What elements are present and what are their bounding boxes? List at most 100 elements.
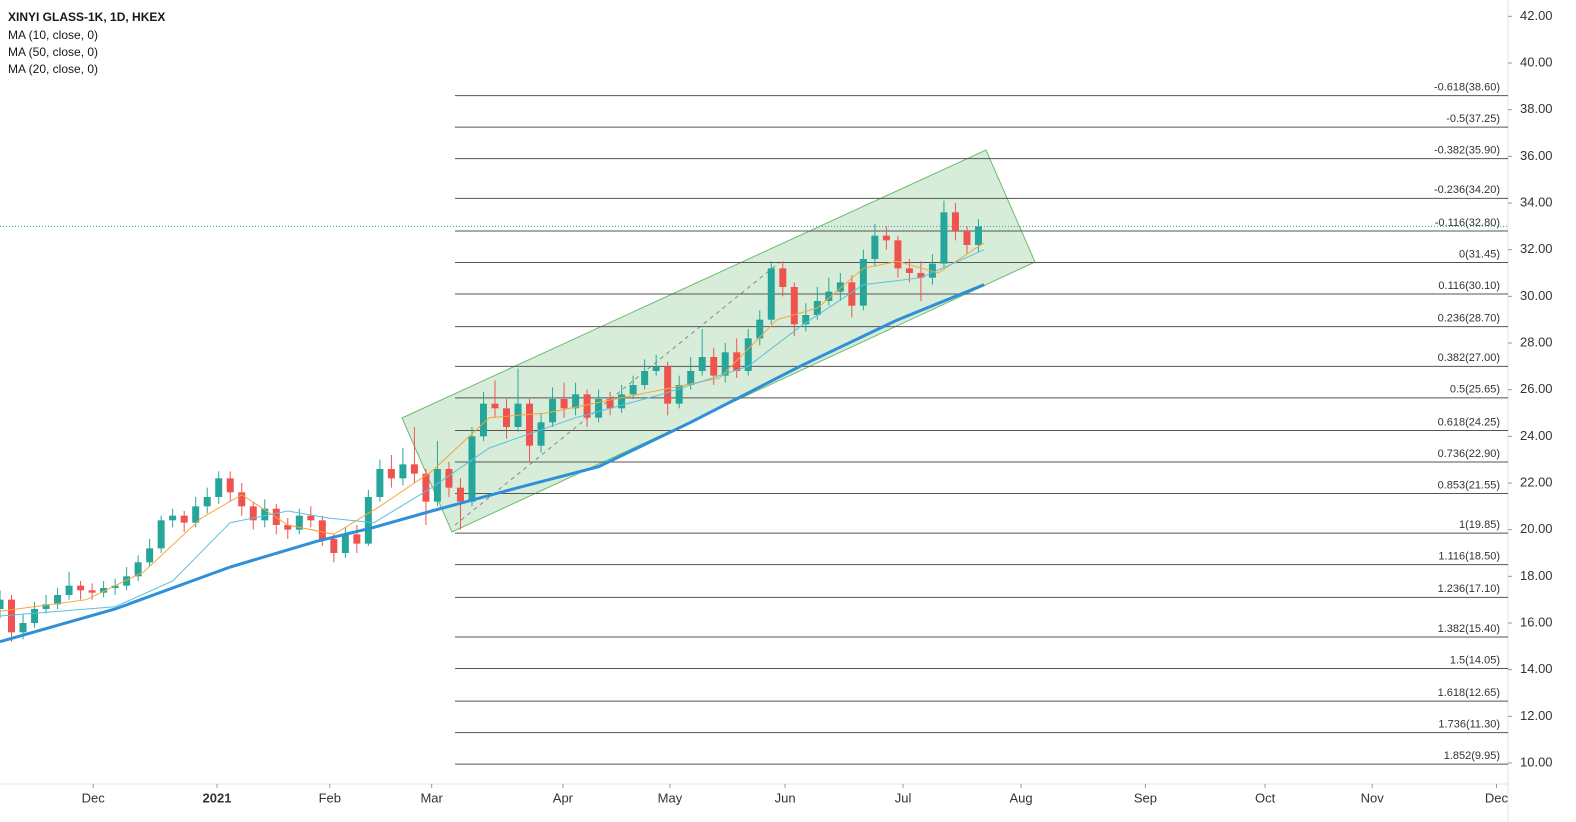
candle-body [226,478,234,493]
y-tick-label: 30.00 [1520,288,1553,303]
candle-body [652,366,660,371]
x-tick-label: Aug [1009,790,1032,805]
y-tick-label: 28.00 [1520,334,1553,349]
fib-label: 1(19.85) [1459,519,1500,531]
candle-body [180,515,188,523]
candle-body [77,585,85,591]
candle-body [261,508,269,521]
y-tick-label: 42.00 [1520,8,1553,23]
candle-body [802,315,810,325]
y-tick-label: 10.00 [1520,754,1553,769]
fib-label: 1.5(14.05) [1450,654,1500,666]
fib-label: 0.236(28.70) [1438,313,1500,325]
candle-body [0,599,4,609]
candle-body [491,403,499,409]
fib-label: 0.5(25.65) [1450,384,1500,396]
x-tick-label: Dec [82,790,106,805]
chart-title: XINYI GLASS-1K, 1D, HKEX [8,10,165,24]
fib-label: 1.236(17.10) [1438,583,1500,595]
y-tick-label: 32.00 [1520,241,1553,256]
y-tick-label: 26.00 [1520,381,1553,396]
candle-body [341,534,349,553]
candle-body [928,263,936,278]
candle-body [917,273,925,278]
candle-body [169,515,177,521]
x-tick-label: May [658,790,683,805]
candle-body [882,235,890,241]
candle-body [284,525,292,530]
y-tick-label: 36.00 [1520,148,1553,163]
candle-body [974,226,982,245]
candle-body [157,520,165,549]
candle-body [675,385,683,404]
candle-body [756,319,764,339]
y-tick-label: 18.00 [1520,568,1553,583]
candle-body [549,399,557,423]
ma-line [0,242,985,612]
candle-body [123,576,131,586]
legend-entry: MA (20, close, 0) [8,62,98,76]
y-tick-label: 20.00 [1520,521,1553,536]
candle-body [744,338,752,371]
candle-body [88,590,96,593]
y-tick-label: 12.00 [1520,708,1553,723]
candle-body [100,588,108,593]
fib-label: 1.116(18.50) [1438,551,1500,563]
candle-body [318,520,326,539]
candle-body [134,562,142,577]
x-tick-label: Apr [553,790,574,805]
legend-entry: MA (10, close, 0) [8,28,98,42]
candle-body [710,357,718,376]
fib-label: 0.618(24.25) [1438,416,1500,428]
candle-body [606,399,614,409]
candle-body [295,515,303,530]
x-tick-label: Dec [1485,790,1509,805]
fib-label: 1.736(11.30) [1438,719,1500,731]
candle-body [503,408,511,427]
ma-line [0,283,985,644]
candle-body [560,399,568,409]
fib-label: 1.618(12.65) [1438,687,1500,699]
candle-body [249,506,257,521]
candle-body [733,352,741,371]
candle-body [65,585,73,595]
x-tick-label: Feb [319,790,341,805]
candle-body [687,371,695,385]
candle-body [836,282,844,292]
fib-label: 0.853(21.55) [1438,479,1500,491]
channel-midline [454,261,781,526]
candle-body [238,492,246,507]
candle-body [721,352,729,376]
candle-body [583,394,591,418]
fib-label: -0.618(38.60) [1434,82,1500,94]
candle-body [445,469,453,488]
candle-body [940,212,948,264]
candle-body [387,469,395,479]
candle-body [859,259,867,306]
candle-body [8,599,16,633]
fib-label: 0.116(30.10) [1438,280,1500,292]
candle-body [42,604,50,609]
candle-body [479,403,487,437]
y-tick-label: 22.00 [1520,474,1553,489]
y-tick-label: 38.00 [1520,101,1553,116]
x-tick-label: Jun [775,790,796,805]
candle-body [203,497,211,507]
candle-body [307,515,315,521]
x-tick-label: Oct [1255,790,1276,805]
fib-label: 1.382(15.40) [1438,623,1500,635]
candle-body [215,478,223,497]
candle-body [364,497,372,544]
fib-label: 1.852(9.95) [1444,750,1500,762]
candle-body [664,366,672,404]
candle-body [595,399,603,418]
candle-body [572,394,580,409]
y-tick-label: 24.00 [1520,428,1553,443]
fib-label: -0.382(35.90) [1434,145,1500,157]
x-tick-label: Jul [895,790,912,805]
x-tick-label: Mar [420,790,443,805]
candle-body [526,403,534,446]
legend-entry: MA (50, close, 0) [8,45,98,59]
